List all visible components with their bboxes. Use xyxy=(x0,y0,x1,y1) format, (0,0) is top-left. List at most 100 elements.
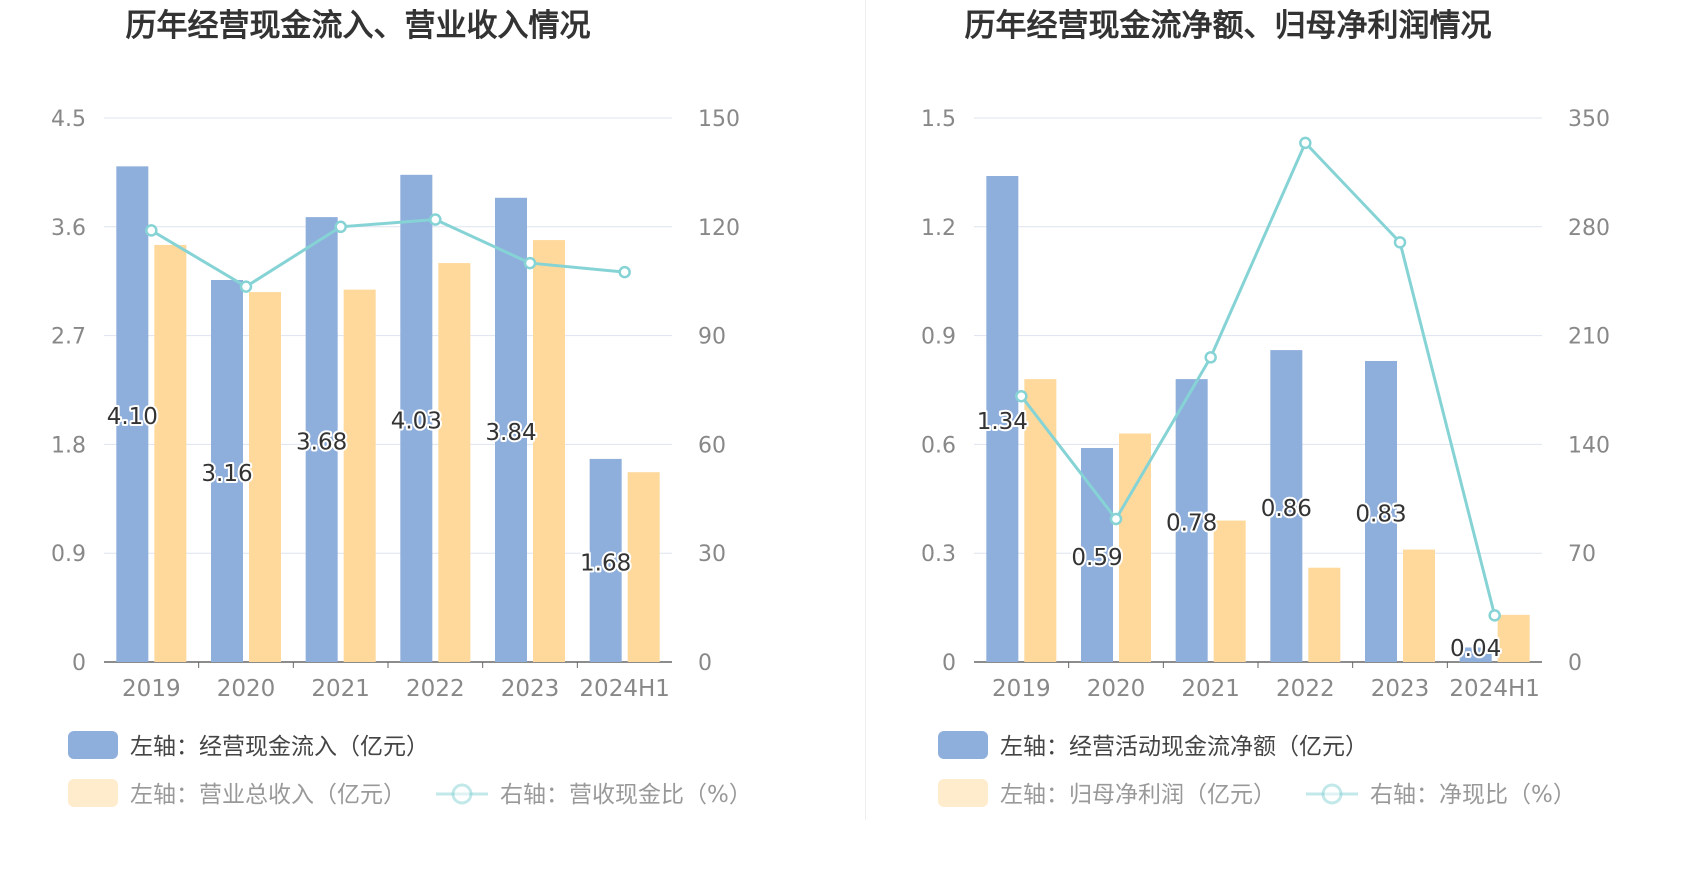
category-label: 2023 xyxy=(1371,676,1430,702)
bar-primary xyxy=(1081,448,1113,662)
right-tick-label: 70 xyxy=(1568,542,1596,567)
bar-data-label: 3.68 xyxy=(296,430,347,456)
left-tick-label: 0 xyxy=(942,651,956,676)
bar-secondary xyxy=(1308,567,1341,662)
bar-data-label: 0.86 xyxy=(1261,496,1312,522)
bar-secondary xyxy=(438,263,471,662)
ratio-point xyxy=(334,220,347,234)
legend-label-line: 右轴：营收现金比（%） xyxy=(500,782,752,808)
right-tick-label: 280 xyxy=(1568,216,1610,241)
bar-primary xyxy=(589,458,622,662)
right-tick-label: 150 xyxy=(698,107,740,132)
bar-primary xyxy=(1459,647,1492,662)
chart-title: 历年经营现金流入、营业收入情况 xyxy=(126,8,591,44)
legend-label-primary: 左轴：经营现金流入（亿元） xyxy=(130,734,429,760)
ratio-point xyxy=(1015,389,1028,403)
left-tick-label: 1.8 xyxy=(51,433,86,458)
bar-data-label: 1.34 xyxy=(977,409,1028,435)
left-tick-label: 0.3 xyxy=(921,542,956,567)
bar-primary xyxy=(400,174,433,662)
legend-swatch-primary xyxy=(938,731,988,759)
left-tick-label: 1.2 xyxy=(921,216,956,241)
right-tick-label: 60 xyxy=(698,433,726,458)
category-label: 2019 xyxy=(992,676,1051,702)
chart-net-cashflow-profit: 历年经营现金流净额、归母净利润情况 0 0 0.3 70 0.6 140 0.9 210 1.2 2… xyxy=(921,8,1610,808)
left-tick-label: 1.5 xyxy=(921,107,956,132)
left-tick-label: 3.6 xyxy=(51,216,86,241)
chart-title: 历年经营现金流净额、归母净利润情况 xyxy=(965,8,1492,44)
bar-primary xyxy=(495,197,527,662)
category-label: 2023 xyxy=(501,676,560,702)
right-tick-label: 120 xyxy=(698,216,740,241)
bar-data-label: 4.10 xyxy=(107,404,158,430)
category-label: 2024H1 xyxy=(1449,676,1539,702)
ratio-point xyxy=(1299,136,1312,150)
bar-secondary xyxy=(1024,379,1057,662)
category-label: 2022 xyxy=(406,676,465,702)
category-label: 2019 xyxy=(122,676,181,702)
legend-line-marker xyxy=(451,783,473,805)
bar-primary xyxy=(1270,350,1303,662)
right-tick-label: 30 xyxy=(698,542,726,567)
bar-secondary xyxy=(343,289,376,662)
ratio-line xyxy=(1020,140,1497,616)
right-tick-label: 140 xyxy=(1568,433,1610,458)
ratio-point xyxy=(239,280,253,293)
ratio-point xyxy=(1488,609,1501,622)
left-tick-label: 0.6 xyxy=(921,433,956,458)
legend-swatch-primary xyxy=(68,731,118,759)
bar-data-label: 1.68 xyxy=(580,550,631,576)
bar-secondary xyxy=(533,240,565,662)
bar-primary xyxy=(1175,379,1208,662)
chart-cash-inflow-revenue: 历年经营现金流入、营业收入情况 0 0 0.9 30 1.8 60 2.7 90 3.6 120 4.… xyxy=(51,8,752,808)
bar-primary xyxy=(305,217,338,662)
bar-primary xyxy=(116,166,149,662)
bar-secondary xyxy=(1213,520,1246,662)
category-label: 2024H1 xyxy=(579,676,669,702)
bar-secondary xyxy=(1497,614,1530,662)
ratio-point xyxy=(618,265,631,279)
ratio-point xyxy=(523,256,537,270)
category-label: 2020 xyxy=(217,676,276,702)
left-tick-label: 0 xyxy=(72,651,86,676)
panel-divider xyxy=(865,0,866,820)
right-tick-label: 0 xyxy=(698,651,712,676)
ratio-line xyxy=(150,218,625,289)
left-tick-label: 4.5 xyxy=(51,107,86,132)
legend-line-marker xyxy=(1321,783,1343,805)
legend-swatch-secondary xyxy=(68,779,118,807)
bar-primary xyxy=(211,279,243,662)
bar-data-label: 0.04 xyxy=(1450,636,1501,662)
ratio-point xyxy=(1393,236,1407,249)
category-label: 2022 xyxy=(1276,676,1335,702)
right-tick-label: 0 xyxy=(1568,651,1582,676)
ratio-point xyxy=(429,213,442,226)
category-label: 2021 xyxy=(1181,676,1240,702)
left-tick-label: 0.9 xyxy=(921,325,956,350)
right-tick-label: 90 xyxy=(698,325,726,350)
legend-label-primary: 左轴：经营活动现金流净额（亿元） xyxy=(1000,734,1368,760)
category-label: 2020 xyxy=(1087,676,1146,702)
legend-label-line: 右轴：净现比（%） xyxy=(1370,782,1576,808)
bar-secondary xyxy=(1403,549,1435,662)
legend-label-secondary: 左轴：营业总收入（亿元） xyxy=(130,782,406,808)
ratio-point xyxy=(1109,512,1123,526)
bar-data-label: 3.84 xyxy=(485,420,536,446)
bar-data-label: 3.16 xyxy=(201,461,252,487)
legend-swatch-secondary xyxy=(938,779,988,807)
ratio-point xyxy=(145,224,158,237)
right-tick-label: 350 xyxy=(1568,107,1610,132)
left-tick-label: 2.7 xyxy=(51,325,86,350)
bar-data-label: 0.83 xyxy=(1355,501,1406,527)
bar-data-label: 0.78 xyxy=(1166,511,1217,537)
category-label: 2021 xyxy=(311,676,370,702)
bar-secondary xyxy=(249,292,281,662)
right-tick-label: 210 xyxy=(1568,325,1610,350)
bar-primary xyxy=(986,176,1019,662)
bar-secondary xyxy=(154,244,187,662)
bar-secondary xyxy=(627,472,660,662)
bar-data-label: 4.03 xyxy=(391,408,442,434)
bar-primary xyxy=(1365,360,1397,662)
legend-label-secondary: 左轴：归母净利润（亿元） xyxy=(1000,782,1276,808)
